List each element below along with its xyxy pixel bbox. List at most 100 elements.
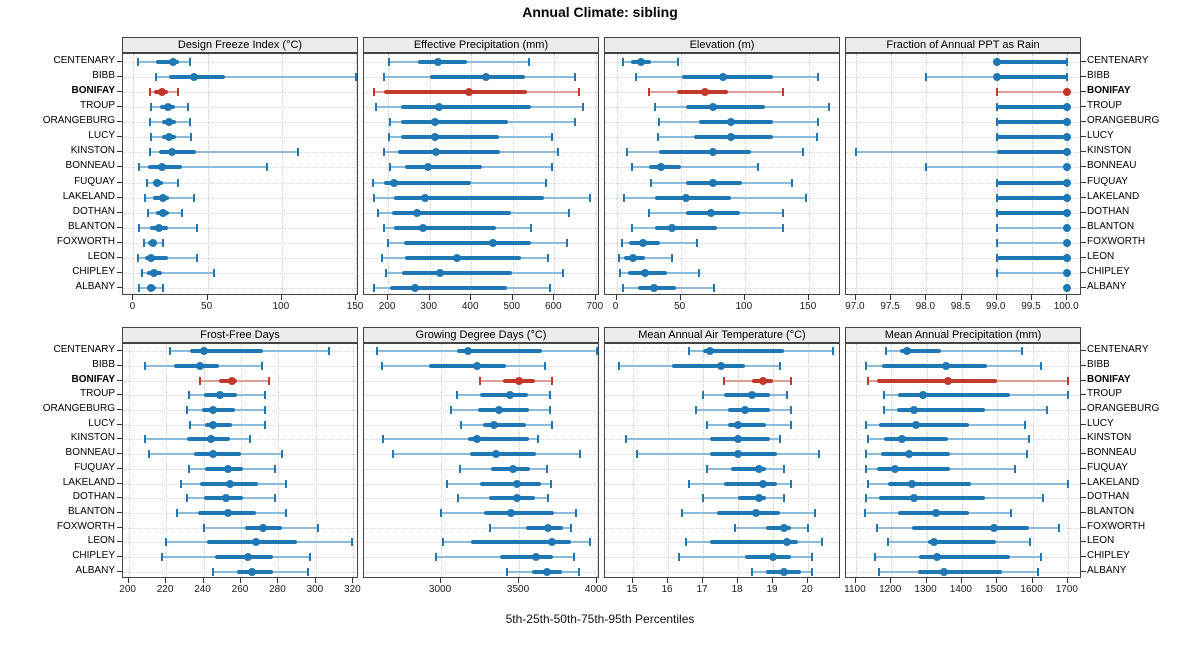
- whisker-end-cap: [807, 523, 810, 532]
- x-tick-label: 0: [612, 301, 619, 312]
- category-label-right: BONNEAU: [1087, 160, 1137, 172]
- whisker-end-cap: [647, 87, 650, 96]
- y-axis-tick: [117, 196, 122, 198]
- x-tick-label: 1300: [914, 584, 937, 595]
- y-axis-tick: [117, 60, 122, 62]
- category-label-right: KINSTON: [1087, 432, 1132, 444]
- box-25-75: [887, 481, 971, 486]
- y-axis-tick: [1081, 438, 1086, 440]
- row-guide-line: [123, 243, 357, 245]
- whisker-end-cap: [391, 450, 394, 459]
- y-axis-tick: [117, 541, 122, 543]
- median-dot: [755, 464, 764, 473]
- whisker-end-cap: [297, 148, 300, 157]
- box-25-75: [658, 150, 752, 155]
- whisker-end-cap: [578, 87, 581, 96]
- grid-line-vertical: [278, 344, 280, 577]
- median-dot: [472, 435, 481, 444]
- row-guide-line: [605, 571, 839, 573]
- whisker-end-cap: [1066, 376, 1069, 385]
- whisker-end-cap: [589, 538, 592, 547]
- y-axis-tick: [117, 511, 122, 513]
- box-25-75: [727, 422, 767, 427]
- whisker-end-cap: [647, 208, 650, 217]
- box-25-75: [877, 378, 998, 383]
- x-tick-label: 300: [306, 584, 324, 595]
- whisker-end-cap: [1066, 57, 1069, 66]
- whisker-end-cap: [148, 450, 151, 459]
- median-dot: [1063, 223, 1072, 232]
- median-dot: [734, 435, 743, 444]
- whisker-end-cap: [791, 178, 794, 187]
- category-label-left: LAKELAND: [62, 476, 115, 488]
- whisker-5-95: [678, 555, 812, 558]
- whisker-end-cap: [695, 406, 698, 415]
- box-25-75: [456, 349, 543, 354]
- whisker-5-95: [885, 350, 1022, 353]
- median-dot: [431, 118, 440, 127]
- grid-line-vertical: [388, 54, 390, 294]
- median-dot: [433, 57, 442, 66]
- whisker-end-cap: [150, 102, 153, 111]
- category-label-right: ORANGEBURG: [1087, 403, 1160, 415]
- whisker-5-95: [155, 75, 357, 78]
- x-tick-label: 19: [766, 584, 778, 595]
- whisker-end-cap: [995, 239, 998, 248]
- whisker-end-cap: [546, 464, 549, 473]
- box-25-75: [489, 496, 535, 501]
- category-label-left: LAKELAND: [62, 190, 115, 202]
- whisker-end-cap: [543, 362, 546, 371]
- whisker-end-cap: [619, 269, 622, 278]
- x-axis-tick: [280, 295, 282, 300]
- whisker-end-cap: [187, 102, 190, 111]
- whisker-end-cap: [549, 406, 552, 415]
- whisker-end-cap: [457, 494, 460, 503]
- whisker-end-cap: [574, 118, 577, 127]
- category-label-left: LEON: [87, 535, 115, 547]
- y-axis-tick: [117, 526, 122, 528]
- grid-line-vertical: [616, 54, 618, 294]
- whisker-end-cap: [185, 406, 188, 415]
- whisker-end-cap: [865, 450, 868, 459]
- grid-line-vertical: [773, 344, 775, 577]
- whisker-end-cap: [696, 239, 699, 248]
- row-guide-line: [123, 182, 357, 184]
- row-guide-line: [605, 380, 839, 382]
- y-axis-tick: [1081, 555, 1086, 557]
- x-axis-tick: [132, 295, 134, 300]
- whisker-end-cap: [371, 178, 374, 187]
- whisker-end-cap: [596, 347, 598, 356]
- x-tick-label: 98.0: [915, 301, 936, 312]
- grid-line-vertical: [241, 344, 242, 577]
- grid-line-vertical: [595, 54, 597, 294]
- median-dot: [1063, 208, 1072, 217]
- whisker-end-cap: [925, 72, 928, 81]
- category-label-right: TROUP: [1087, 388, 1122, 400]
- whisker-end-cap: [138, 223, 141, 232]
- median-dot: [719, 72, 727, 81]
- median-dot: [508, 464, 517, 473]
- category-label-left: FUQUAY: [74, 461, 115, 473]
- panel-mean-annual-precipitation-mm-: [845, 343, 1081, 578]
- row-guide-line: [846, 258, 1080, 260]
- whisker-end-cap: [180, 479, 183, 488]
- whisker-end-cap: [815, 133, 818, 142]
- x-tick-label: 220: [156, 584, 174, 595]
- row-guide-line: [846, 106, 1080, 108]
- median-dot: [207, 435, 216, 444]
- y-axis-tick: [117, 242, 122, 244]
- category-label-left: DOTHAN: [72, 205, 115, 217]
- grid-line-vertical: [281, 54, 283, 294]
- whisker-end-cap: [654, 102, 657, 111]
- median-dot: [512, 479, 521, 488]
- box-25-75: [884, 437, 948, 442]
- whisker-5-95: [631, 166, 758, 169]
- whisker-end-cap: [886, 538, 889, 547]
- whisker-end-cap: [549, 284, 552, 293]
- x-axis-tick: [632, 578, 633, 583]
- grid-line-vertical: [996, 54, 998, 294]
- whisker-end-cap: [688, 479, 691, 488]
- x-axis-tick: [995, 295, 997, 300]
- y-axis-tick: [1081, 242, 1086, 244]
- row-guide-line: [846, 288, 1080, 290]
